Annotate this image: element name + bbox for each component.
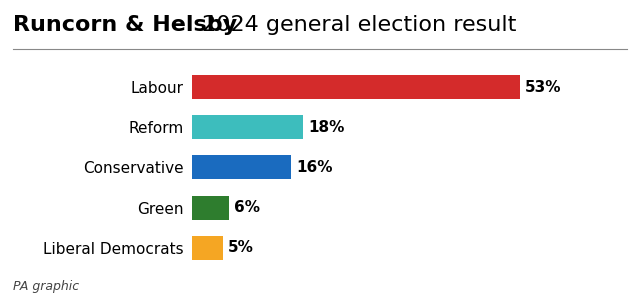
Text: 6%: 6% — [234, 200, 260, 215]
Text: 5%: 5% — [228, 240, 253, 255]
Bar — [192, 155, 291, 179]
Text: 16%: 16% — [296, 160, 332, 175]
Bar — [192, 75, 520, 99]
Bar — [192, 196, 229, 220]
Text: 2024 general election result: 2024 general election result — [195, 15, 516, 35]
Text: Runcorn & Helsby: Runcorn & Helsby — [13, 15, 237, 35]
Text: PA graphic: PA graphic — [13, 280, 79, 293]
Text: 18%: 18% — [308, 120, 345, 135]
Bar — [192, 115, 303, 139]
Text: 53%: 53% — [525, 80, 561, 94]
Bar — [192, 236, 223, 260]
